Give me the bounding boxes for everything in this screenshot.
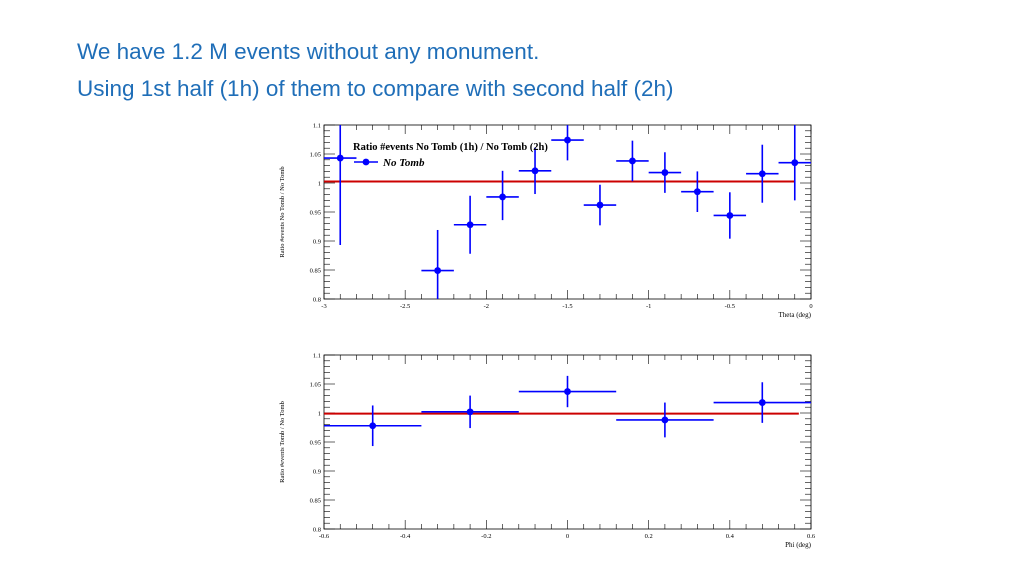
x-tick-label: -2.5 [400, 303, 410, 310]
data-point [583, 184, 617, 226]
data-point [648, 152, 682, 193]
y-tick-label: 1.1 [313, 123, 321, 130]
chart-title: Ratio #events No Tomb (1h) / No Tomb (2h… [353, 142, 548, 153]
data-marker [758, 399, 766, 406]
x-tick-label: 0.4 [726, 533, 735, 540]
data-point [421, 229, 454, 299]
data-point [453, 195, 487, 254]
data-marker [531, 167, 539, 175]
data-point [551, 125, 584, 161]
x-tick-label: -0.5 [725, 303, 735, 310]
legend-label: No Tomb [382, 157, 425, 169]
data-point [324, 125, 357, 246]
y-tick-label: 0.85 [310, 498, 321, 505]
x-tick-label: -0.6 [319, 533, 330, 540]
y-tick-label: 0.85 [310, 268, 321, 275]
data-point [713, 192, 747, 239]
data-marker [466, 221, 474, 229]
data-marker [564, 136, 571, 144]
y-tick-label: 0.95 [310, 440, 321, 447]
data-marker [434, 267, 442, 274]
data-marker [499, 193, 506, 201]
data-marker [726, 212, 734, 219]
data-point [778, 125, 811, 201]
y-tick-label: 1.05 [310, 382, 321, 389]
x-tick-label: -1 [646, 303, 651, 310]
x-tick-label: 0.2 [645, 533, 653, 540]
data-point [518, 375, 617, 408]
data-marker [596, 201, 604, 209]
x-tick-label: 0 [809, 303, 812, 310]
y-tick-label: 1 [318, 181, 321, 188]
y-tick-label: 0.8 [313, 527, 321, 534]
data-point [713, 382, 811, 423]
x-tick-label: 0 [566, 533, 569, 540]
data-point [421, 395, 519, 429]
x-tick-label: -0.4 [400, 533, 411, 540]
x-tick-label: -3 [321, 303, 326, 310]
data-point [486, 170, 519, 221]
theta-ratio-chart: 0.8 0.85 0.9 0.95 1 1.05 1.1 -3 -2.5 -2 -1.5 -1 -0.5… [279, 123, 813, 320]
y-tick-label: 0.9 [313, 239, 321, 246]
y-axis-label: Ratio #events No Tomb / No Tomb [279, 166, 286, 257]
data-point [746, 144, 779, 203]
data-marker [661, 416, 669, 424]
data-marker [791, 159, 799, 167]
data-point [681, 171, 714, 212]
slide-title-line-1: We have 1.2 M events without any monumen… [77, 39, 540, 64]
data-marker [693, 188, 701, 196]
data-point [518, 147, 552, 195]
y-tick-label: 0.95 [310, 210, 321, 217]
phi-ratio-chart: 0.8 0.85 0.9 0.95 1 1.05 1.1 -0.6 -0.4 -0.2 0 0.2 0.… [279, 353, 816, 550]
y-tick-label: 0.8 [313, 297, 321, 304]
data-marker [369, 422, 377, 430]
x-tick-label: -1.5 [562, 303, 572, 310]
y-tick-label: 1 [318, 411, 321, 418]
x-tick-label: -2 [484, 303, 489, 310]
y-tick-label: 1.1 [313, 353, 321, 360]
x-tick-label: 0.6 [807, 533, 816, 540]
data-point [324, 405, 422, 447]
data-marker [336, 154, 344, 162]
data-marker [661, 169, 669, 176]
x-axis-label: Theta (deg) [779, 311, 812, 319]
data-point [616, 140, 649, 182]
data-marker [564, 388, 571, 395]
data-point [616, 402, 714, 438]
legend-marker [362, 158, 370, 166]
data-marker [629, 157, 636, 165]
data-marker [758, 170, 766, 178]
data-marker [466, 408, 474, 416]
x-axis-label: Phi (deg) [785, 541, 812, 549]
slide-title-line-2: Using 1st half (1h) of them to compare w… [77, 76, 674, 101]
x-tick-label: -0.2 [481, 533, 491, 540]
y-axis-label: Ratio #events Tomb / No Tomb [279, 401, 286, 483]
y-tick-label: 0.9 [313, 469, 321, 476]
y-tick-label: 1.05 [310, 152, 321, 159]
